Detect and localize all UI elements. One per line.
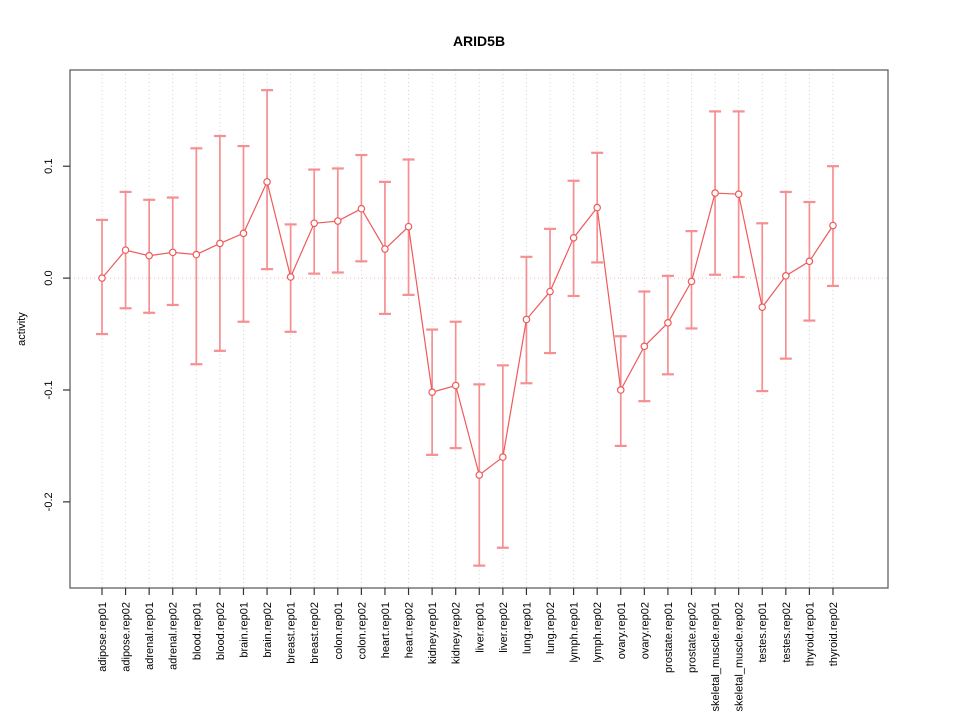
data-point — [782, 272, 790, 280]
data-point — [451, 381, 460, 390]
x-tick-label: kidney.rep02 — [451, 602, 463, 664]
data-point — [216, 239, 224, 248]
x-tick-label: liver.rep02 — [498, 602, 510, 653]
data-point — [687, 277, 696, 286]
y-tick-label: 0.1 — [43, 159, 55, 174]
data-point — [664, 319, 672, 327]
x-tick-label: lung.rep01 — [521, 602, 533, 654]
x-tick-label: lymph.rep02 — [592, 602, 604, 663]
data-point — [428, 388, 436, 397]
data-point — [829, 221, 837, 230]
data-point — [711, 189, 719, 197]
data-point — [805, 257, 814, 266]
x-tick-label: brain.rep01 — [238, 602, 250, 658]
data-point — [475, 471, 484, 479]
x-tick-label: adrenal.rep01 — [144, 602, 156, 670]
data-point — [98, 274, 106, 282]
data-point — [310, 219, 319, 228]
x-tick-label: thyroid.rep01 — [804, 602, 816, 666]
data-point — [263, 178, 271, 186]
data-point — [593, 203, 601, 212]
data-point — [640, 342, 649, 351]
x-tick-label: breast.rep02 — [309, 602, 321, 664]
x-tick-label: ovary.rep01 — [616, 602, 628, 659]
gridlines — [101, 70, 834, 588]
x-tick-label: ovary.rep02 — [639, 602, 651, 659]
data-point — [616, 386, 625, 394]
data-point — [192, 250, 201, 259]
y-tick-label: 0.0 — [43, 270, 55, 285]
data-point — [404, 222, 413, 231]
data-point — [546, 287, 554, 296]
x-tick-label: adipose.rep02 — [121, 602, 133, 672]
x-tick-label: kidney.rep01 — [427, 602, 439, 664]
x-tick-label: blood.rep01 — [191, 602, 203, 660]
x-tick-label: breast.rep01 — [286, 602, 298, 664]
data-point — [357, 204, 366, 213]
x-tick-label: testes.rep01 — [757, 602, 769, 663]
x-tick-label: prostate.rep01 — [663, 602, 675, 673]
y-tick-label: -0.2 — [43, 492, 55, 511]
x-tick-label: skeletal_muscle.rep01 — [710, 602, 722, 711]
y-axis-label: activity — [16, 312, 28, 346]
x-tick-label: adipose.rep01 — [97, 602, 109, 672]
x-tick-label: liver.rep01 — [474, 602, 486, 653]
data-point — [499, 453, 507, 461]
data-series-line — [101, 180, 834, 477]
data-point — [168, 248, 177, 257]
error-bars — [96, 89, 839, 567]
data-point — [239, 229, 248, 238]
x-tick-label: skeletal_muscle.rep02 — [734, 602, 746, 711]
x-tick-label: lymph.rep01 — [569, 602, 581, 663]
x-tick-label: colon.rep02 — [356, 602, 368, 660]
data-point — [333, 217, 342, 225]
data-point — [569, 234, 578, 242]
data-point — [734, 190, 743, 198]
x-tick-label: prostate.rep02 — [687, 602, 699, 673]
x-tick-label: heart.rep02 — [404, 602, 416, 658]
data-point — [758, 303, 767, 311]
data-point — [121, 246, 130, 254]
data-point — [381, 245, 389, 253]
chart-title: ARID5B — [453, 33, 505, 49]
x-tick-label: heart.rep01 — [380, 602, 392, 658]
x-tick-label: thyroid.rep02 — [828, 602, 840, 666]
x-tick-label: adrenal.rep02 — [168, 602, 180, 670]
x-tick-label: brain.rep02 — [262, 602, 274, 658]
y-tick-label: -0.1 — [43, 380, 55, 399]
x-tick-label: blood.rep02 — [215, 602, 227, 660]
x-tick-label: lung.rep02 — [545, 602, 557, 654]
x-axis: adipose.rep01 adipose.rep02 adrenal.rep01 a… — [97, 588, 840, 711]
x-tick-label: colon.rep01 — [333, 602, 345, 660]
data-point — [145, 251, 153, 260]
data-point — [286, 273, 295, 281]
data-points — [98, 178, 837, 479]
y-axis: -0.2 -0.1 0.0 0.1 — [43, 159, 70, 511]
x-tick-label: testes.rep02 — [781, 602, 793, 663]
data-point — [522, 315, 531, 324]
